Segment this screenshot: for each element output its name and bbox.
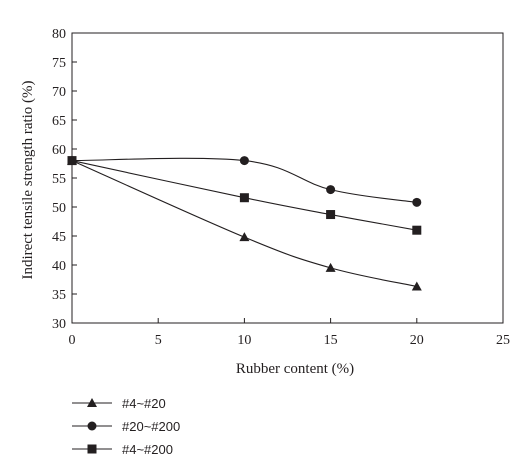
legend-item-circle: #20~#200 xyxy=(72,419,180,434)
x-tick-label: 0 xyxy=(69,333,76,348)
data-point-triangle xyxy=(239,232,250,242)
x-axis-title: Rubber content (%) xyxy=(236,361,354,377)
series-line-triangle xyxy=(71,160,417,287)
y-tick-label: 60 xyxy=(52,143,66,158)
x-tick-label: 5 xyxy=(155,333,162,348)
data-point-triangle xyxy=(325,262,336,272)
x-tick-label: 10 xyxy=(237,333,251,348)
series-line-circle xyxy=(71,157,417,203)
y-tick-label: 45 xyxy=(52,230,66,245)
series-layer xyxy=(67,155,422,291)
data-point-square xyxy=(67,156,77,166)
axis-ticks: 0 5 10 15 20 25 30 35 40 45 50 55 60 65 70 75 80 xyxy=(52,27,510,348)
x-tick-label: 15 xyxy=(324,333,338,348)
data-point-circle xyxy=(239,156,249,166)
data-point-circle xyxy=(412,197,422,207)
y-tick-label: 30 xyxy=(52,317,66,332)
legend-label: #4~#20 xyxy=(122,396,166,411)
data-point-circle xyxy=(326,185,336,195)
y-tick-label: 40 xyxy=(52,259,66,274)
legend-square-icon xyxy=(87,444,97,454)
data-point-square xyxy=(239,193,249,203)
legend-label: #20~#200 xyxy=(122,419,180,434)
series-line-square xyxy=(71,160,417,231)
legend-label: #4~#200 xyxy=(122,442,173,457)
y-tick-label: 55 xyxy=(52,172,66,187)
legend-item-triangle: #4~#20 xyxy=(72,396,166,411)
legend-circle-icon xyxy=(87,421,97,431)
data-point-square xyxy=(412,225,422,235)
x-tick-label: 25 xyxy=(496,333,510,348)
x-tick-label: 20 xyxy=(410,333,424,348)
y-tick-label: 50 xyxy=(52,201,66,216)
y-tick-label: 65 xyxy=(52,114,66,129)
y-tick-label: 75 xyxy=(52,56,66,71)
y-tick-label: 80 xyxy=(52,27,66,42)
y-tick-label: 70 xyxy=(52,85,66,100)
legend-triangle-icon xyxy=(87,398,97,407)
y-axis-title: Indirect tensile strength ratio (%) xyxy=(20,80,36,279)
series-triangle xyxy=(67,155,422,291)
legend: #4~#20 #20~#200 #4~#200 xyxy=(72,396,180,457)
data-point-square xyxy=(326,210,336,220)
data-point-triangle xyxy=(411,281,422,291)
legend-item-square: #4~#200 xyxy=(72,442,173,457)
series-square xyxy=(67,156,422,235)
y-tick-label: 35 xyxy=(52,288,66,303)
plot-border xyxy=(71,32,504,324)
plot-frame xyxy=(71,32,504,324)
